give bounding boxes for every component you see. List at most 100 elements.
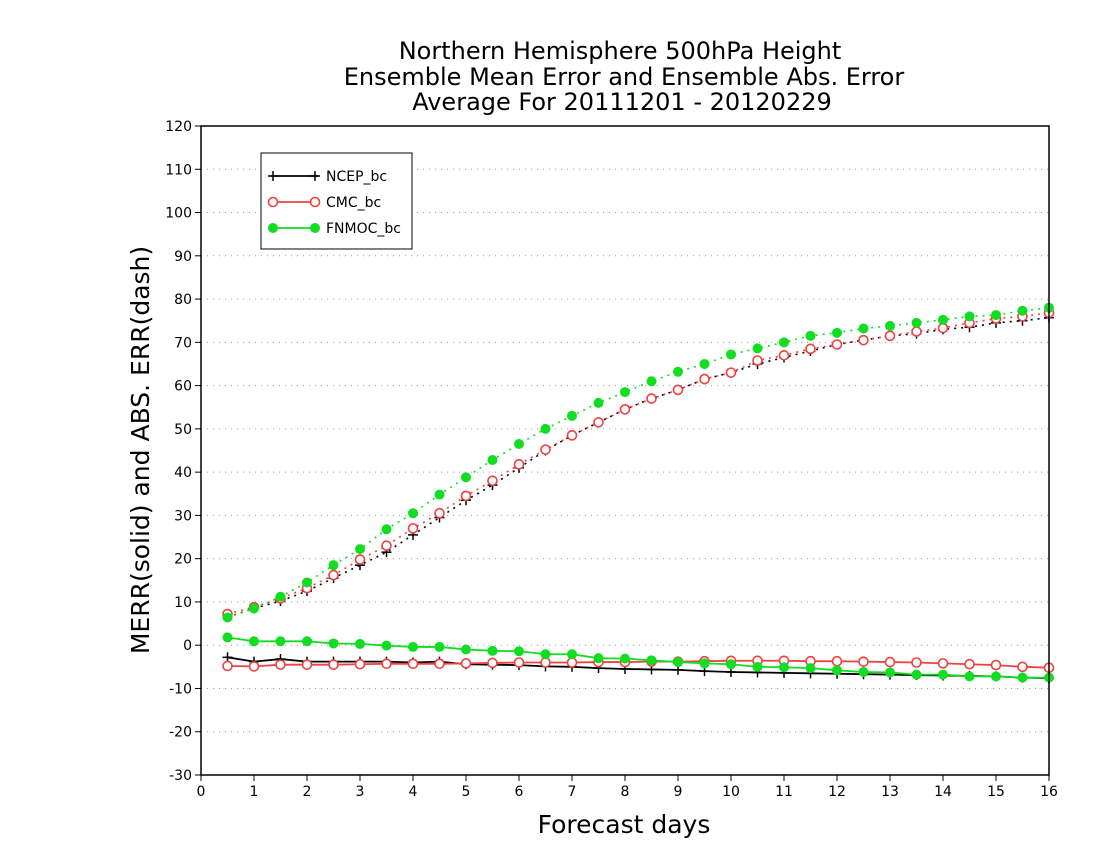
FNMOC_bc-abs_err-point — [911, 317, 922, 328]
chart-title: Northern Hemisphere 500hPa Height Ensemb… — [344, 37, 905, 116]
FNMOC_bc-abs_err-point — [646, 376, 657, 387]
x-tick-label: 13 — [881, 784, 899, 800]
CMC_bc-merr-point — [858, 656, 869, 667]
FNMOC_bc-merr-point — [699, 658, 710, 669]
CMC_bc-merr-point — [884, 656, 896, 668]
CMC_bc-abs_err-line — [227, 312, 1050, 615]
CMC_bc-abs_err-point — [354, 554, 366, 565]
legend-marker — [310, 223, 320, 233]
FNMOC_bc-abs_err-point — [885, 320, 895, 331]
CMC_bc-abs_err-point — [752, 355, 763, 366]
legend-marker — [267, 196, 279, 208]
x-tick-label: 0 — [197, 784, 206, 800]
FNMOC_bc-abs_err-point — [540, 423, 551, 434]
CMC_bc-merr-point — [540, 657, 551, 668]
CMC_bc-abs_err-point — [593, 417, 604, 428]
FNMOC_bc-merr-point — [567, 649, 577, 660]
FNMOC_bc-merr-point — [593, 653, 604, 664]
legend-label: NCEP_bc — [326, 169, 387, 185]
FNMOC_bc-merr-point — [461, 644, 471, 655]
x-tick-label: 9 — [674, 784, 683, 800]
CMC_bc-abs_err-point — [937, 322, 949, 334]
CMC_bc-abs_err-point — [328, 569, 339, 581]
legend-marker — [268, 223, 278, 233]
FNMOC_bc-merr-point — [858, 667, 869, 678]
legend-marker — [268, 171, 278, 181]
FNMOC_bc-abs_err-point — [567, 410, 577, 421]
legend-label: CMC_bc — [326, 195, 381, 211]
x-tick-label: 11 — [775, 784, 793, 800]
CMC_bc-abs_err-point — [858, 334, 869, 346]
y-tick-label: 50 — [174, 422, 192, 438]
y-tick-label: 90 — [174, 249, 192, 265]
FNMOC_bc-abs_err-point — [752, 343, 763, 354]
y-tick-label: 30 — [174, 508, 192, 524]
y-tick-label: -10 — [169, 681, 192, 697]
CMC_bc-abs_err-point — [407, 523, 419, 534]
FNMOC_bc-abs_err-point — [991, 310, 1001, 321]
y-tick-label: -20 — [169, 725, 192, 741]
y-tick-label: -30 — [169, 768, 192, 784]
FNMOC_bc-merr-point — [885, 667, 895, 678]
CMC_bc-abs_err-point — [434, 507, 445, 519]
FNMOC_bc-abs_err-point — [858, 323, 869, 334]
FNMOC_bc-merr-point — [328, 638, 339, 649]
CMC_bc-abs_err-point — [672, 384, 684, 396]
CMC_bc-abs_err-point — [487, 475, 498, 487]
CMC_bc-merr-point — [566, 657, 578, 668]
FNMOC_bc-merr-point — [673, 657, 683, 668]
series-layer — [222, 302, 1055, 684]
FNMOC_bc-abs_err-line — [227, 306, 1050, 619]
legend-marker — [309, 196, 321, 208]
FNMOC_bc-merr-point — [514, 646, 524, 657]
legend-item-CMC_bc: CMC_bc — [267, 195, 381, 211]
FNMOC_bc-merr-point — [832, 665, 842, 676]
title-line-1: Northern Hemisphere 500hPa Height — [399, 37, 842, 65]
CMC_bc-abs_err-point — [831, 339, 843, 350]
x-tick-label: 4 — [409, 784, 418, 800]
FNMOC_bc-merr-point — [726, 659, 736, 670]
grid — [201, 168, 1049, 733]
legend-box — [260, 152, 413, 250]
CMC_bc-abs_err-point — [884, 330, 896, 342]
CMC_bc-merr-point — [513, 657, 525, 668]
FNMOC_bc-merr-point — [938, 669, 948, 680]
x-tick-label: 15 — [987, 784, 1005, 800]
CMC_bc-abs_err-point — [513, 459, 525, 470]
CMC_bc-abs_err-point — [725, 367, 737, 378]
FNMOC_bc-merr-point — [805, 663, 816, 674]
FNMOC_bc-merr-point — [540, 649, 551, 660]
CMC_bc-merr-point — [937, 658, 949, 669]
x-tick-label: 6 — [515, 784, 524, 800]
x-tick-label: 3 — [356, 784, 365, 800]
CMC_bc-merr-point — [487, 657, 498, 669]
CMC_bc-abs_err-point — [566, 430, 578, 441]
y-tick-label: 110 — [165, 162, 192, 178]
y-tick-label: 40 — [174, 465, 192, 481]
y-tick-label: 0 — [183, 638, 192, 654]
CMC_bc-merr-point — [301, 659, 313, 670]
FNMOC_bc-merr-point — [355, 638, 365, 649]
FNMOC_bc-merr-point — [487, 645, 498, 656]
FNMOC_bc-abs_err-point — [726, 349, 736, 360]
series-NCEP_bc — [222, 312, 1054, 684]
CMC_bc-merr-point — [460, 658, 472, 669]
FNMOC_bc-abs_err-point — [381, 524, 392, 535]
CMC_bc-abs_err-point — [619, 404, 631, 415]
y-axis-label: MERR(solid) and ABS. ERR(dash) — [126, 246, 155, 654]
FNMOC_bc-abs_err-point — [434, 489, 445, 500]
CMC_bc-merr-point — [381, 658, 392, 670]
FNMOC_bc-abs_err-point — [593, 397, 604, 408]
CMC_bc-merr-point — [911, 657, 922, 668]
x-tick-label: 8 — [621, 784, 630, 800]
y-tick-label: 80 — [174, 292, 192, 308]
FNMOC_bc-abs_err-point — [461, 472, 471, 483]
FNMOC_bc-merr-point — [779, 662, 789, 673]
FNMOC_bc-abs_err-point — [805, 330, 816, 341]
CMC_bc-merr-point — [407, 658, 419, 670]
FNMOC_bc-abs_err-point — [620, 387, 630, 398]
CMC_bc-abs_err-point — [460, 490, 472, 502]
FNMOC_bc-merr-point — [620, 653, 630, 664]
CMC_bc-merr-point — [328, 659, 339, 670]
x-tick-label: 16 — [1040, 784, 1058, 800]
